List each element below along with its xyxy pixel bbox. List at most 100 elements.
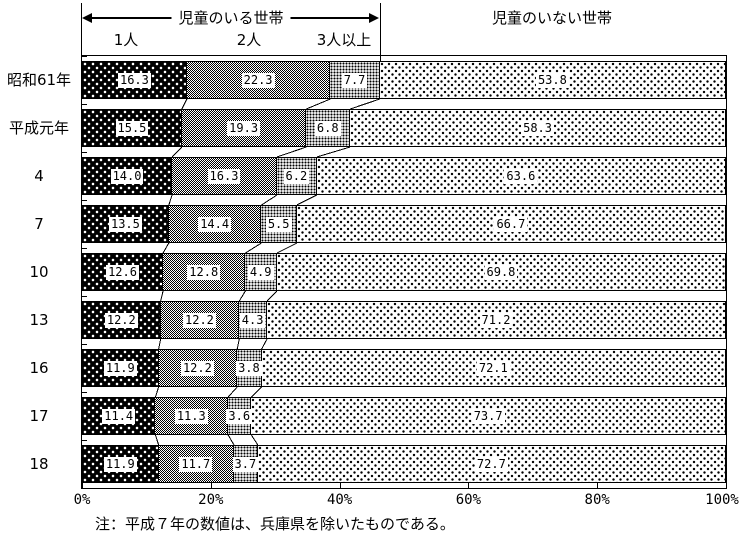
bar-segment: 12.8 <box>163 253 246 291</box>
bar-row: 15.5 19.3 6.8 58.3 <box>82 109 726 147</box>
x-axis-tick <box>597 483 599 488</box>
bar-segment: 63.6 <box>316 157 726 195</box>
y-axis-label: 4 <box>34 167 44 185</box>
bar-segment: 3.7 <box>232 445 259 483</box>
bar-row: 12.2 12.2 4.3 71.2 <box>82 301 726 339</box>
with-children-label: 児童のいる世帯 <box>171 9 291 27</box>
x-axis-tick <box>210 483 212 488</box>
bar-segment: 5.5 <box>261 205 297 243</box>
x-axis-tick <box>82 483 83 488</box>
y-axis-tick <box>82 296 87 297</box>
y-axis-label: 16 <box>29 359 49 377</box>
segment-value-label: 3.6 <box>226 408 253 424</box>
x-axis-tick-label: 0% <box>73 492 91 508</box>
y-axis-tick <box>82 200 87 201</box>
note-text: 注：平成７年の数値は、兵庫県を除いたものである。 <box>95 515 455 533</box>
segment-value-label: 4.3 <box>239 312 266 328</box>
segment-value-label: 15.5 <box>115 120 149 136</box>
bar-segment: 58.3 <box>350 109 726 147</box>
y-axis-label: 昭和61年 <box>6 71 72 89</box>
bar-segment: 4.9 <box>245 253 277 291</box>
segment-value-label: 71.2 <box>479 312 513 328</box>
bar-segment: 53.8 <box>379 61 726 99</box>
bar-segment: 19.3 <box>181 109 307 147</box>
without-children-label: 児童のいない世帯 <box>491 9 613 27</box>
with-children-left-boundary-line <box>81 3 82 55</box>
segment-value-label: 11.9 <box>103 360 137 376</box>
bar-row: 13.5 14.4 5.5 66.7 <box>82 205 726 243</box>
bar-segment: 15.5 <box>82 109 182 147</box>
with-children-right-boundary-line <box>380 3 381 61</box>
bar-segment: 14.0 <box>82 157 173 195</box>
bar-segment: 16.3 <box>82 61 187 99</box>
arrow-right-head-icon <box>369 13 379 23</box>
segment-value-label: 6.2 <box>283 168 310 184</box>
segment-value-label: 12.8 <box>187 264 221 280</box>
bar-segment: 12.2 <box>158 349 238 387</box>
sub-label-1-person: 1人 <box>113 31 139 49</box>
bar-segment: 3.8 <box>236 349 262 387</box>
x-axis-tick-label: 80% <box>584 492 610 508</box>
bar-segment: 13.5 <box>82 205 169 243</box>
y-axis-tick <box>82 152 87 153</box>
segment-value-label: 12.6 <box>106 264 139 280</box>
bar-segment: 72.1 <box>261 349 726 387</box>
segment-value-label: 13.5 <box>108 216 142 232</box>
bar-segment: 69.8 <box>276 253 726 291</box>
bar-segment: 12.2 <box>82 301 161 339</box>
x-axis-tick-label: 60% <box>455 492 482 508</box>
bar-segment: 11.3 <box>155 397 229 435</box>
x-axis-tick <box>726 483 727 488</box>
bar-segment: 72.7 <box>257 445 726 483</box>
x-axis-tick <box>339 483 341 488</box>
bar-segment: 66.7 <box>296 205 726 243</box>
bar-row: 14.0 16.3 6.2 63.6 <box>82 157 726 195</box>
segment-value-label: 12.2 <box>104 312 138 328</box>
segment-value-label: 66.7 <box>494 216 528 232</box>
bar-segment: 3.6 <box>226 397 253 435</box>
sub-label-3-plus: 3人以上 <box>316 31 372 49</box>
plot-area: 16.3 22.3 7.7 53.8 15.5 19.3 6.8 58.3 14.0 16.3 6.… <box>81 55 727 489</box>
sub-label-2-person: 2人 <box>236 31 262 49</box>
segment-value-label: 63.6 <box>504 168 538 184</box>
segment-value-label: 53.8 <box>535 72 569 88</box>
bar-segment: 6.8 <box>306 109 351 147</box>
bar-segment: 11.7 <box>158 445 234 483</box>
y-axis-label: 18 <box>29 455 49 473</box>
segment-value-label: 3.7 <box>232 456 259 472</box>
y-axis-tick <box>82 104 87 105</box>
segment-value-label: 6.8 <box>314 120 341 136</box>
bar-segment: 11.4 <box>82 397 156 435</box>
y-axis-tick <box>82 56 87 57</box>
y-axis-label: 17 <box>29 407 49 425</box>
x-axis-tick-label: 40% <box>326 492 353 508</box>
segment-value-label: 73.7 <box>471 408 505 424</box>
y-axis-tick <box>82 344 87 345</box>
bar-segment: 7.7 <box>330 61 380 99</box>
bar-row: 11.9 12.2 3.8 72.1 <box>82 349 726 387</box>
y-axis-label: 平成元年 <box>8 119 69 137</box>
segment-value-label: 11.4 <box>102 408 136 424</box>
segment-value-label: 4.9 <box>247 264 274 280</box>
segment-value-label: 12.2 <box>183 312 216 328</box>
segment-value-label: 16.3 <box>207 168 241 184</box>
bar-segment: 22.3 <box>186 61 331 99</box>
y-axis-tick <box>82 440 87 441</box>
y-axis-label: 7 <box>34 215 44 233</box>
segment-value-label: 16.3 <box>117 72 151 88</box>
segment-value-label: 7.7 <box>341 72 368 88</box>
segment-value-label: 11.7 <box>179 456 213 472</box>
x-axis-tick-label: 20% <box>198 492 224 508</box>
bar-row: 16.3 22.3 7.7 53.8 <box>82 61 726 99</box>
segment-value-label: 19.3 <box>227 120 261 136</box>
segment-value-label: 11.9 <box>103 456 137 472</box>
segment-value-label: 12.2 <box>180 360 214 376</box>
bar-segment: 6.2 <box>276 157 317 195</box>
bar-segment: 12.6 <box>82 253 164 291</box>
segment-value-label: 11.3 <box>174 408 208 424</box>
x-axis-tick <box>468 483 470 488</box>
bar-row: 12.6 12.8 4.9 69.8 <box>82 253 726 291</box>
segment-value-label: 14.4 <box>198 216 232 232</box>
bar-segment: 73.7 <box>251 397 726 435</box>
